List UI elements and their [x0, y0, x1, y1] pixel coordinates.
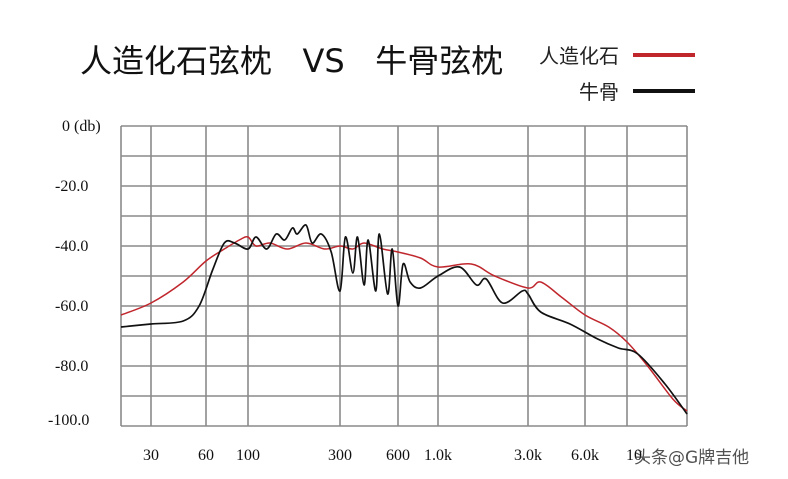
series-line-artificial-fossil [120, 236, 688, 412]
x-tick-label: 600 [386, 447, 410, 464]
legend-label: 人造化石 [539, 44, 619, 68]
x-tick-label: 6.0k [571, 447, 599, 464]
grid [120, 125, 688, 427]
legend-swatch-black [633, 88, 695, 93]
x-tick-label: 3.0k [514, 447, 542, 464]
y-tick-label: 0 (db) [62, 118, 101, 135]
x-tick-label: 10. [626, 447, 646, 464]
legend-item-artificial-fossil: 人造化石 [515, 40, 695, 69]
y-tick-label: -80.0 [55, 358, 88, 375]
x-tick-label: 30 [143, 447, 159, 464]
legend-item-bone: 牛骨 [515, 76, 695, 105]
y-tick-label: -60.0 [55, 298, 88, 315]
y-axis-labels: 0 (db) -20.0 -40.0 -60.0 -80.0 -100.0 [48, 118, 101, 429]
watermark: 头条@G牌吉他 [634, 448, 750, 468]
chart-title: 人造化石弦枕 VS 牛骨弦枕 [80, 42, 504, 80]
y-tick-label: -100.0 [48, 412, 89, 429]
x-axis-labels: 30 60 100 300 600 1.0k 3.0k 6.0k 10. [143, 447, 646, 464]
x-tick-label: 60 [198, 447, 214, 464]
series-line-bone [120, 224, 688, 415]
y-tick-label: -20.0 [55, 178, 88, 195]
x-tick-label: 1.0k [424, 447, 452, 464]
x-tick-label: 300 [328, 447, 352, 464]
legend-label: 牛骨 [579, 80, 619, 104]
x-tick-label: 100 [236, 447, 260, 464]
y-tick-label: -40.0 [55, 238, 88, 255]
data-lines [120, 224, 688, 415]
legend-swatch-red [633, 52, 695, 57]
